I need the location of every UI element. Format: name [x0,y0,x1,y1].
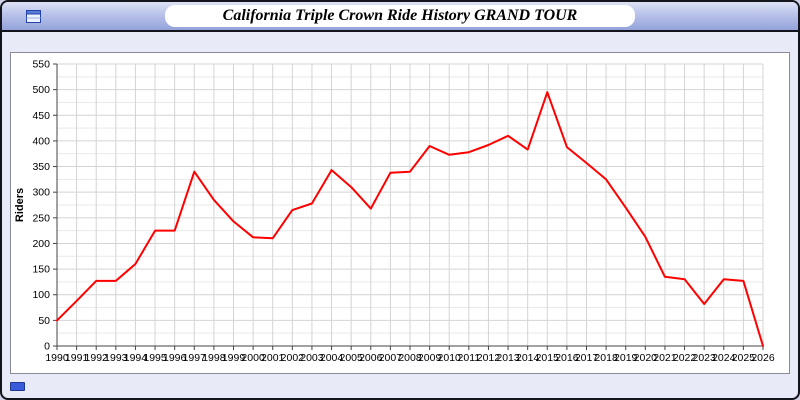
svg-text:1997: 1997 [183,352,207,364]
svg-text:Riders: Riders [14,188,26,222]
line-chart: 0501001502002503003504004505005501990199… [14,59,775,365]
svg-text:2016: 2016 [555,352,579,364]
svg-text:2006: 2006 [359,352,383,364]
window-icon [26,10,41,23]
svg-text:2025: 2025 [732,352,756,364]
svg-text:2012: 2012 [477,352,501,364]
svg-text:1996: 1996 [163,352,187,364]
svg-text:2008: 2008 [398,352,422,364]
svg-text:200: 200 [32,238,50,250]
svg-text:550: 550 [32,59,50,71]
svg-text:2023: 2023 [692,352,716,364]
titlebar: California Triple Crown Ride History GRA… [2,2,798,32]
svg-text:2026: 2026 [751,352,775,364]
svg-text:0: 0 [44,341,50,353]
svg-text:500: 500 [32,84,50,96]
svg-text:2021: 2021 [653,352,677,364]
svg-text:100: 100 [32,289,50,301]
svg-text:2020: 2020 [634,352,658,364]
svg-text:150: 150 [32,264,50,276]
title-pill: California Triple Crown Ride History GRA… [164,5,636,27]
svg-text:2003: 2003 [300,352,324,364]
svg-text:1990: 1990 [45,352,69,364]
svg-text:2013: 2013 [496,352,520,364]
svg-text:2000: 2000 [241,352,265,364]
svg-text:300: 300 [32,187,50,199]
svg-text:2024: 2024 [712,352,736,364]
svg-text:400: 400 [32,135,50,147]
svg-text:2015: 2015 [536,352,560,364]
svg-text:1999: 1999 [222,352,246,364]
svg-text:1994: 1994 [124,352,148,364]
svg-text:2009: 2009 [418,352,442,364]
svg-text:2010: 2010 [438,352,462,364]
svg-text:2005: 2005 [339,352,363,364]
svg-text:1998: 1998 [202,352,226,364]
page-title: California Triple Crown Ride History GRA… [222,7,578,24]
svg-text:1995: 1995 [143,352,167,364]
bottom-left-chip[interactable] [10,382,25,391]
svg-text:2022: 2022 [673,352,697,364]
svg-text:2019: 2019 [614,352,638,364]
svg-text:2014: 2014 [516,352,540,364]
svg-text:2002: 2002 [281,352,305,364]
svg-text:2017: 2017 [575,352,599,364]
svg-text:2007: 2007 [379,352,403,364]
svg-text:2001: 2001 [261,352,285,364]
svg-text:2011: 2011 [458,352,481,364]
svg-text:350: 350 [32,161,50,173]
chart-panel: 0 50 100 150 200 250 300 350 400 450 500 550 1990 199… [10,52,790,374]
svg-text:1992: 1992 [85,352,109,364]
svg-text:50: 50 [38,315,50,327]
svg-text:1993: 1993 [104,352,128,364]
svg-text:450: 450 [32,110,50,122]
svg-text:250: 250 [32,212,50,224]
svg-text:2018: 2018 [594,352,618,364]
svg-text:1991: 1991 [65,352,89,364]
svg-text:2004: 2004 [320,352,344,364]
